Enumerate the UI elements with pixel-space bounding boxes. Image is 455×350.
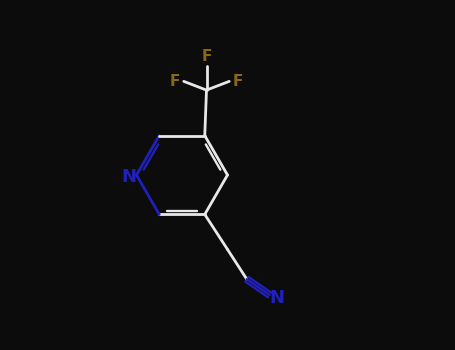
Text: F: F [233,74,243,89]
Text: N: N [270,289,285,307]
Text: F: F [201,49,212,64]
Text: N: N [121,168,136,186]
Text: F: F [170,74,180,89]
